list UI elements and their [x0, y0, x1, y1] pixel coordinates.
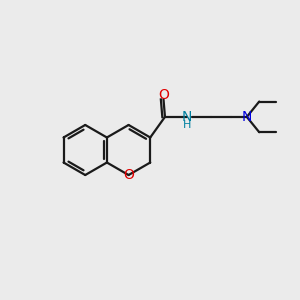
- Text: N: N: [242, 110, 252, 124]
- Text: O: O: [123, 168, 134, 182]
- Text: O: O: [158, 88, 169, 102]
- Text: N: N: [182, 110, 192, 124]
- Text: H: H: [183, 120, 191, 130]
